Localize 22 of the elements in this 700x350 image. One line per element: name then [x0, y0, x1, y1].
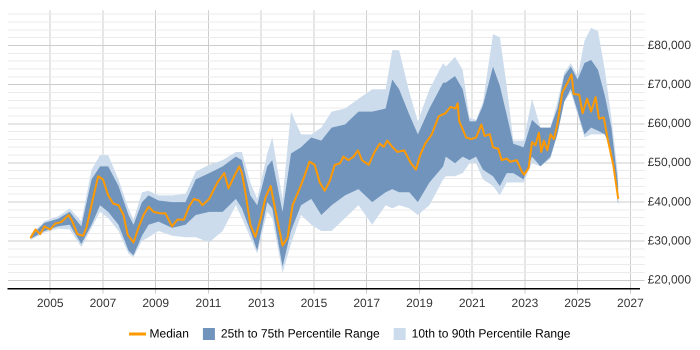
x-tick-label: 2027 — [617, 296, 644, 310]
x-tick-label: 2009 — [142, 296, 170, 310]
y-tick-label: £80,000 — [648, 38, 692, 52]
y-tick-label: £40,000 — [648, 194, 692, 208]
legend-label: 10th to 90th Percentile Range — [412, 326, 571, 340]
x-tick-label: 2017 — [353, 296, 380, 310]
legend-label: Median — [150, 326, 189, 340]
x-tick-label: 2011 — [196, 296, 222, 310]
x-tick-label: 2023 — [512, 296, 539, 310]
x-tick-label: 2019 — [406, 296, 434, 310]
x-tick-label: 2025 — [564, 296, 592, 310]
y-tick-label: £30,000 — [648, 234, 692, 248]
y-tick-label: £60,000 — [648, 116, 692, 130]
x-tick-label: 2015 — [300, 296, 328, 310]
x-tick-label: 2007 — [90, 296, 117, 310]
x-tick-label: 2005 — [36, 296, 64, 310]
x-tick-label: 2013 — [248, 296, 275, 310]
y-tick-label: £70,000 — [648, 76, 692, 91]
y-tick-label: £50,000 — [648, 155, 692, 170]
y-tick-label: £20,000 — [648, 272, 692, 287]
x-tick-label: 2021 — [458, 296, 486, 310]
legend-label: 25th to 75th Percentile Range — [220, 326, 380, 340]
